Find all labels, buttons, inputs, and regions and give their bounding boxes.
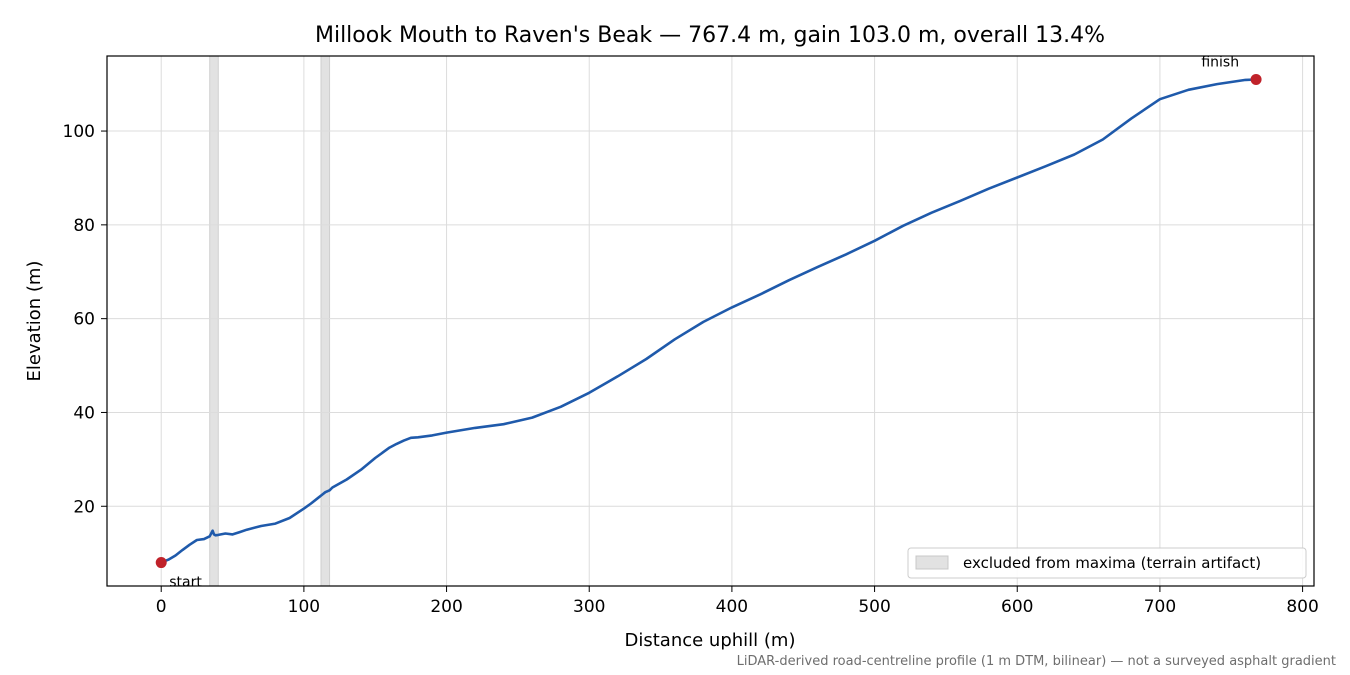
start-label: start bbox=[169, 575, 202, 591]
plot-frame bbox=[106, 55, 1315, 587]
x-tick-label: 100 bbox=[288, 597, 320, 617]
y-tick-label: 80 bbox=[73, 216, 95, 236]
finish-marker bbox=[1250, 73, 1262, 85]
legend-box bbox=[907, 547, 1307, 579]
finish-label: finish bbox=[1201, 54, 1239, 70]
y-tick-label: 100 bbox=[63, 122, 95, 142]
x-tick-label: 800 bbox=[1286, 597, 1318, 617]
chart-title: Millook Mouth to Raven's Beak — 767.4 m,… bbox=[315, 23, 1105, 48]
y-axis-label: Elevation (m) bbox=[24, 261, 45, 382]
x-tick-label: 600 bbox=[1001, 597, 1033, 617]
x-tick-label: 0 bbox=[156, 597, 167, 617]
x-tick-label: 500 bbox=[858, 597, 890, 617]
axis-ticks: 0 100 200 300 400 500 600 700 800 20 40 60 80 100 bbox=[63, 122, 1319, 617]
y-tick-label: 40 bbox=[73, 403, 95, 423]
x-tick-label: 200 bbox=[430, 597, 462, 617]
series-layer bbox=[159, 78, 1258, 564]
elevation-line-1 bbox=[159, 78, 1258, 564]
plot-area-background bbox=[107, 56, 1314, 586]
start-marker bbox=[155, 557, 167, 569]
x-tick-label: 300 bbox=[573, 597, 605, 617]
y-tick-label: 20 bbox=[73, 497, 95, 517]
legend: excluded from maxima (terrain artifact) bbox=[907, 547, 1307, 579]
y-tick-label: 60 bbox=[73, 310, 95, 330]
legend-label-excluded: excluded from maxima (terrain artifact) bbox=[963, 554, 1261, 572]
legend-swatch-excluded bbox=[915, 555, 949, 570]
x-tick-label: 700 bbox=[1144, 597, 1176, 617]
x-tick-label: 400 bbox=[716, 597, 748, 617]
chart-footnote: LiDAR-derived road-centreline profile (1… bbox=[737, 654, 1336, 669]
x-axis-label: Distance uphill (m) bbox=[625, 630, 796, 651]
